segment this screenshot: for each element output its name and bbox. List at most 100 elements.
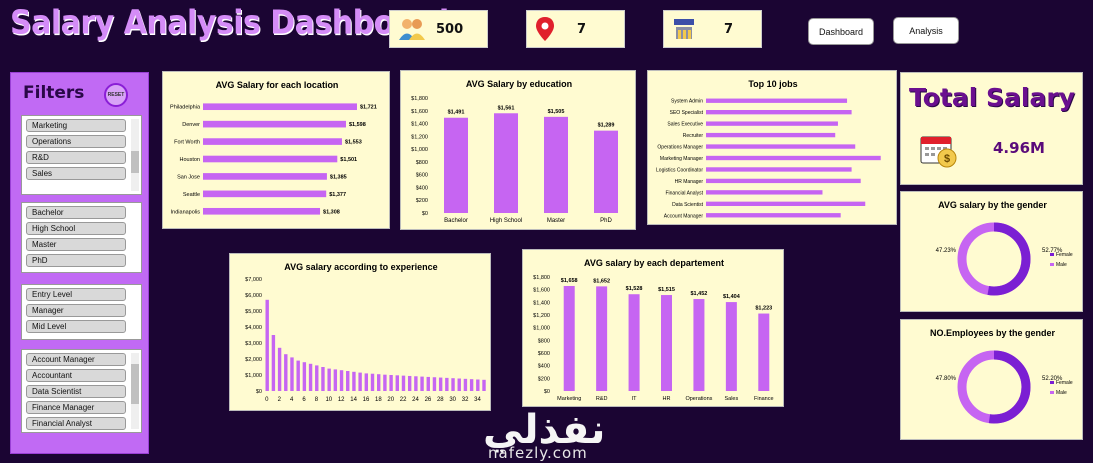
bar [407, 375, 412, 391]
x-tick-label: Master [547, 218, 565, 224]
y-tick-label: $7,000 [245, 277, 262, 283]
slicer-item[interactable]: Entry Level [26, 288, 126, 301]
chart-title: NO.Employees by the gender [930, 328, 1056, 338]
y-tick-label: $1,600 [411, 109, 428, 115]
reset-button[interactable]: RESET [104, 83, 128, 107]
job-slicer[interactable]: Account Manager Accountant Data Scientis… [21, 349, 142, 433]
x-tick-label: 20 [387, 397, 394, 403]
slicer-item[interactable]: High School [26, 222, 126, 235]
bar [432, 377, 437, 391]
slicer-item[interactable]: Mid Level [26, 320, 126, 333]
slicer-item[interactable]: Account Manager [26, 353, 126, 366]
legend-swatch [1050, 253, 1054, 256]
data-label: $1,501 [340, 157, 357, 163]
category-label: Marketing Manager [660, 156, 703, 162]
chart-title: AVG salary by each departement [584, 258, 724, 268]
x-tick-label: 12 [338, 397, 345, 403]
data-label: $1,491 [448, 110, 465, 116]
bar [494, 113, 518, 213]
kpi-employees: 500 [389, 10, 488, 48]
dashboard-button[interactable]: Dashboard [808, 18, 874, 45]
x-tick-label: PhD [600, 218, 612, 224]
category-label: Indianapolis [171, 209, 201, 215]
slicer-item[interactable]: Marketing [26, 119, 126, 132]
slicer-item[interactable]: Finance Manager [26, 401, 126, 414]
bar [544, 116, 568, 213]
watermark-logo: نفذلي [483, 407, 606, 453]
x-tick-label: 10 [325, 397, 332, 403]
bar [594, 130, 618, 213]
y-tick-label: $0 [256, 389, 262, 395]
bar [596, 286, 608, 391]
legend-label: Male [1056, 262, 1067, 268]
x-tick-label: HR [663, 396, 671, 402]
data-label: $1,553 [345, 140, 362, 146]
slicer-item[interactable]: Bachelor [26, 206, 126, 219]
y-tick-label: $600 [416, 173, 428, 179]
y-tick-label: $5,000 [245, 309, 262, 315]
data-label: $1,598 [349, 122, 366, 128]
y-tick-label: $2,000 [245, 357, 262, 363]
slicer-item[interactable]: PhD [26, 254, 126, 267]
department-chart-panel: AVG salary by each departement $0 $200 $400… [522, 249, 784, 407]
bar [203, 103, 357, 111]
slicer-item[interactable]: R&D [26, 151, 126, 164]
slicer-item[interactable]: Sales [26, 167, 126, 180]
kpi-locations-value: 7 [577, 21, 587, 37]
x-tick-label: 22 [400, 397, 407, 403]
slicer-item[interactable]: Master [26, 238, 126, 251]
analysis-button[interactable]: Analysis [893, 17, 959, 44]
x-tick-label: 32 [462, 397, 469, 403]
total-salary-value: 4.96M [993, 139, 1045, 157]
slicer-item[interactable]: Accountant [26, 369, 126, 382]
reset-label: RESET [107, 92, 125, 98]
x-tick-label: IT [632, 396, 638, 402]
x-tick-label: R&D [596, 396, 608, 402]
y-tick-label: $200 [416, 198, 428, 204]
kpi-employees-value: 500 [436, 21, 464, 37]
slicer-item[interactable]: Financial Analyst [26, 417, 126, 430]
y-tick-label: $1,200 [411, 134, 428, 140]
data-label: $1,505 [548, 109, 565, 115]
department-slicer[interactable]: Marketing Operations R&D Sales [21, 115, 142, 195]
category-label: Denver [182, 122, 200, 128]
slicer-item[interactable]: Manager [26, 304, 126, 317]
bar [346, 371, 350, 391]
bar [628, 294, 640, 391]
bar [420, 376, 424, 391]
scrollbar-thumb[interactable] [131, 364, 139, 404]
legend-label: Female [1056, 380, 1073, 386]
category-label: SEO Specialist [670, 110, 704, 116]
level-slicer[interactable]: Entry Level Manager Mid Level [21, 284, 142, 340]
y-tick-label: $0 [422, 211, 428, 217]
legend-label: Male [1056, 390, 1067, 396]
bar [758, 313, 770, 391]
slicer-item[interactable]: Operations [26, 135, 126, 148]
legend-label: Female [1056, 252, 1073, 258]
data-label: $1,377 [329, 192, 346, 198]
y-tick-label: $800 [416, 160, 428, 166]
y-tick-label: $200 [538, 376, 550, 382]
slicer-item[interactable]: Data Scientist [26, 385, 126, 398]
education-slicer[interactable]: Bachelor High School Master PhD [21, 202, 142, 273]
x-tick-label: Operations [685, 396, 712, 402]
education-chart-panel: AVG Salary by education $0 $200 $400 $600 $80… [400, 70, 636, 230]
kpi-locations: 7 [526, 10, 625, 48]
data-label: $1,528 [626, 286, 643, 292]
data-label: $1,289 [598, 123, 615, 129]
category-label: San Jose [177, 174, 200, 180]
bar [296, 360, 300, 391]
bar [203, 155, 338, 163]
y-tick-label: $1,600 [533, 288, 550, 294]
scrollbar-thumb[interactable] [131, 151, 139, 173]
bar [364, 373, 369, 391]
category-label: Logistics Coordinator [656, 167, 703, 173]
bar [352, 371, 356, 391]
bar [706, 213, 841, 218]
bar [414, 376, 418, 391]
x-tick-label: Bachelor [444, 218, 468, 224]
bar [661, 295, 672, 391]
bar [395, 375, 399, 391]
x-tick-label: 34 [474, 397, 481, 403]
filters-title: Filters [23, 83, 85, 103]
